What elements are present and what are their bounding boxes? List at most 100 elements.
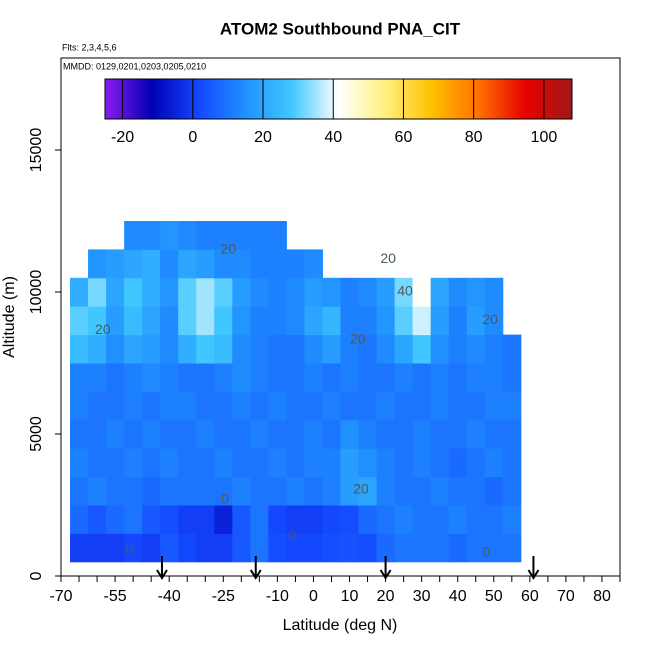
- x-tick-label: 40: [449, 588, 467, 605]
- heatmap-cell: [106, 391, 125, 421]
- heatmap-cell: [142, 221, 161, 250]
- heatmap-cell: [142, 476, 161, 506]
- heatmap-cell: [286, 476, 305, 506]
- heatmap-cell: [466, 505, 486, 534]
- heatmap-cell: [358, 419, 378, 449]
- heatmap-cell: [358, 505, 378, 534]
- heatmap-cell: [376, 505, 396, 534]
- heatmap-cell: [412, 448, 432, 478]
- heatmap-cell: [250, 221, 269, 250]
- heatmap-cell: [196, 533, 215, 563]
- heatmap-cell: [358, 391, 378, 421]
- heatmap-cell: [322, 505, 341, 534]
- heatmap-cell: [376, 476, 396, 506]
- heatmap-cell: [448, 334, 468, 364]
- colorbar-tick-label: 60: [395, 129, 413, 146]
- heatmap-cell: [268, 221, 287, 250]
- heatmap-cell: [88, 448, 107, 478]
- contour-label: 20: [95, 321, 111, 337]
- heatmap-cell: [142, 306, 161, 336]
- heatmap-cell: [160, 391, 179, 421]
- heatmap-cell: [502, 476, 522, 506]
- heatmap-cell: [466, 334, 486, 364]
- colorbar: [104, 78, 573, 120]
- heatmap-cell: [178, 221, 197, 250]
- heatmap-cell: [466, 306, 486, 336]
- heatmap-cell: [214, 391, 233, 421]
- heatmap-cell: [376, 533, 396, 563]
- heatmap-cell: [304, 249, 323, 279]
- contour-label: 20: [380, 250, 396, 266]
- heatmap-cell: [142, 533, 161, 563]
- heatmap-cell: [322, 277, 341, 307]
- heatmap-cell: [448, 306, 468, 336]
- heatmap-cell: [430, 448, 450, 478]
- heatmap-cell: [214, 419, 233, 449]
- heatmap-cell: [286, 391, 305, 421]
- heatmap-cell: [376, 277, 396, 307]
- heatmap-cell: [70, 505, 89, 534]
- heatmap-cell: [196, 476, 215, 506]
- x-tick-label: -55: [104, 588, 127, 605]
- heatmap-cell: [178, 391, 197, 421]
- contour-label: 0: [126, 542, 134, 558]
- contour-label: 0: [221, 491, 229, 507]
- heatmap-cell: [160, 221, 179, 250]
- heatmap-cell: [124, 505, 143, 534]
- heatmap-cell: [142, 249, 161, 279]
- heatmap-cell: [322, 363, 341, 392]
- heatmap-cell: [466, 277, 486, 307]
- heatmap-cell: [214, 221, 233, 250]
- heatmap-cell: [160, 448, 179, 478]
- heatmap-cell: [376, 363, 396, 392]
- flight-arrow: [249, 556, 262, 580]
- heatmap-cell: [88, 391, 107, 421]
- heatmap-cell: [178, 306, 197, 336]
- heatmap-cell: [124, 419, 143, 449]
- heatmap-cell: [178, 334, 197, 364]
- contour-label: 20: [350, 331, 366, 347]
- heatmap-cell: [394, 306, 414, 336]
- heatmap-cell: [430, 363, 450, 392]
- heatmap-cell: [322, 476, 341, 506]
- colorbar-tick-label: 100: [531, 129, 558, 146]
- heatmap-cell: [196, 221, 215, 250]
- heatmap-cell: [304, 419, 323, 449]
- colorbar-tick-label: 40: [324, 129, 342, 146]
- heatmap-cell: [502, 334, 522, 364]
- heatmap-cell: [70, 391, 89, 421]
- heatmap-cell: [484, 419, 504, 449]
- heatmap-cell: [466, 476, 486, 506]
- heatmap-cell: [214, 334, 233, 364]
- heatmap-cell: [340, 334, 360, 364]
- heatmap-cell: [448, 419, 468, 449]
- heatmap-cell: [160, 363, 179, 392]
- heatmap-cell: [448, 533, 468, 563]
- arrow-head: [249, 569, 262, 580]
- heatmap-cell: [466, 448, 486, 478]
- arrow-head: [379, 569, 392, 580]
- heatmap-cell: [502, 391, 522, 421]
- heatmap-cell: [124, 533, 143, 563]
- heatmap-cell: [250, 391, 269, 421]
- heatmap-cell: [268, 533, 287, 563]
- heatmap-cell: [250, 476, 269, 506]
- heatmap-cell: [160, 419, 179, 449]
- heatmap-cell: [376, 306, 396, 336]
- heatmap-cell: [448, 277, 468, 307]
- heatmap-cell: [502, 363, 522, 392]
- heatmap-cell: [394, 505, 414, 534]
- colorbar-tick-label: 80: [465, 129, 483, 146]
- heatmap-cell: [358, 306, 378, 336]
- heatmap-cell: [304, 505, 323, 534]
- arrow-head: [527, 569, 540, 580]
- heatmap-cell: [484, 277, 504, 307]
- heatmap-cell: [394, 419, 414, 449]
- heatmap-cell: [268, 448, 287, 478]
- heatmap-cell: [70, 476, 89, 506]
- heatmap-cell: [268, 505, 287, 534]
- y-tick-label: 0: [28, 571, 45, 580]
- heatmap-cell: [214, 277, 233, 307]
- heatmap-cell: [394, 391, 414, 421]
- heatmap-cell: [268, 249, 287, 279]
